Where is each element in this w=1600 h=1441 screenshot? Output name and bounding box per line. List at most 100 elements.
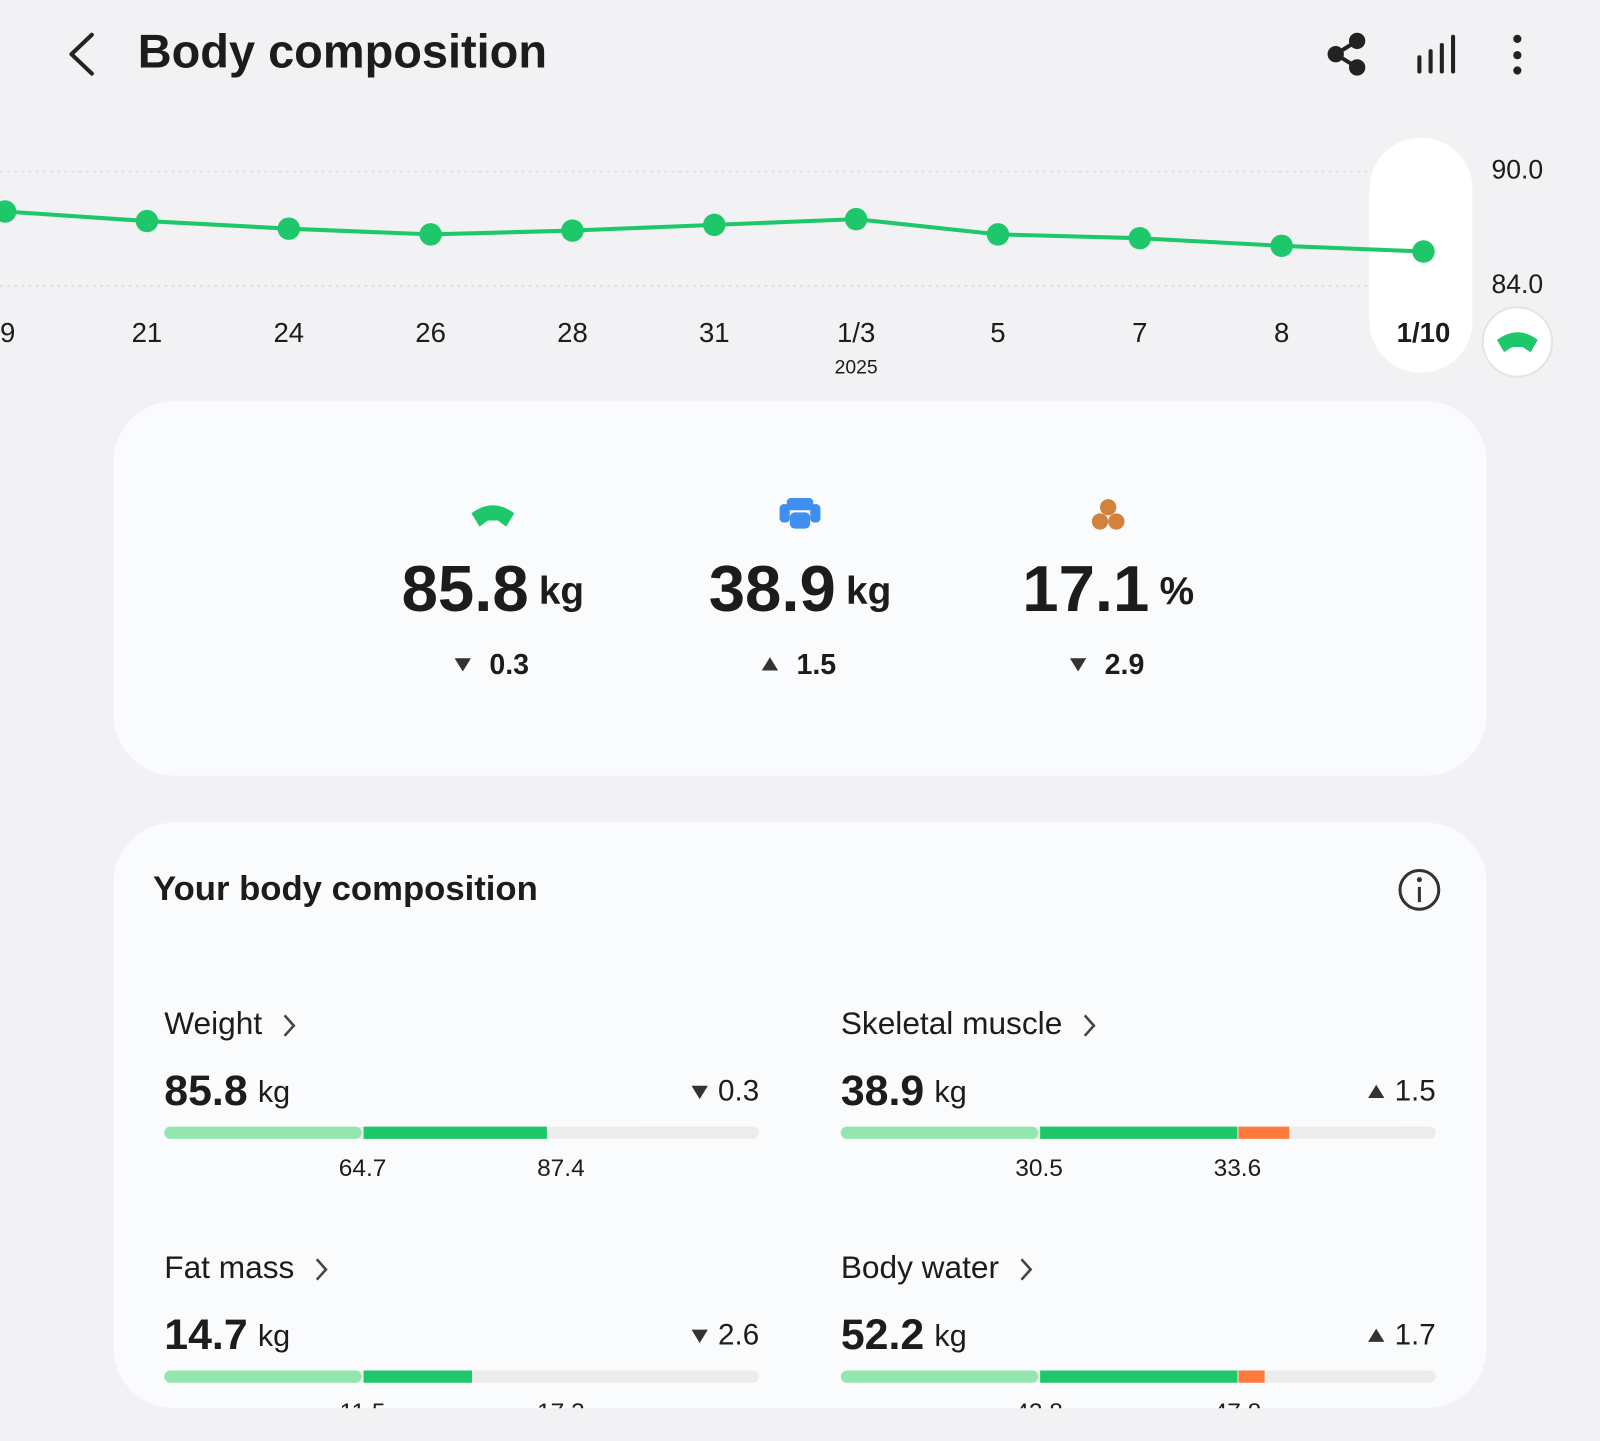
trend-arrow (761, 657, 779, 671)
metric-label: Fat mass (164, 1249, 294, 1285)
scale-icon (1496, 332, 1538, 353)
data-point (277, 217, 300, 240)
data-point (135, 209, 159, 233)
details-card (113, 822, 1487, 1409)
metric-value: 52.2 kg (841, 1311, 967, 1359)
range-threshold: 47.8 (1214, 1399, 1262, 1426)
trend-arrow (1368, 1328, 1385, 1342)
x-tick-label: 5 (990, 317, 1005, 348)
summary-value: 38.9 kg (709, 552, 892, 625)
muscle-icon (779, 498, 821, 529)
range-threshold: 64.7 (339, 1155, 387, 1182)
data-point (561, 219, 584, 242)
range-fill (1040, 1370, 1238, 1383)
x-tick-label: 26 (415, 317, 446, 348)
range-low (840, 1370, 1039, 1383)
chart-type-button[interactable] (1417, 34, 1456, 74)
metric-value: 14.7 kg (164, 1311, 290, 1359)
range-over (1238, 1126, 1290, 1139)
metric-label: Weight (164, 1005, 262, 1041)
summary-number: 17.1 (1022, 552, 1149, 625)
metric-change: 1.5 (1395, 1075, 1436, 1108)
range-low (164, 1126, 362, 1139)
data-point (844, 207, 868, 231)
trend-arrow (691, 1085, 708, 1100)
summary-unit: kg (539, 570, 584, 613)
summary-value: 85.8 kg (402, 552, 585, 625)
summary-value: 17.1% (1022, 552, 1194, 625)
y-tick-label: 90.0 (1492, 155, 1544, 185)
metric-chevron[interactable] (1020, 1258, 1033, 1281)
summary-unit: % (1160, 570, 1194, 613)
x-tick-label: 9 (0, 317, 15, 348)
summary-number: 85.8 (402, 552, 529, 625)
x-tick-sublabel: 2025 (835, 357, 878, 379)
more-button[interactable] (1513, 34, 1522, 75)
data-point (986, 223, 1010, 246)
x-tick-label: 24 (273, 317, 304, 348)
details-title: Your body composition (153, 870, 538, 908)
metric-chevron[interactable] (1083, 1014, 1096, 1037)
data-point (419, 223, 442, 246)
trend-arrow (454, 658, 471, 672)
metric-unit: kg (258, 1075, 290, 1109)
x-tick-label: 1/10 (1397, 317, 1451, 348)
trend-arrow (1368, 1084, 1385, 1099)
page-title: Body composition (138, 26, 547, 78)
range-over (1238, 1370, 1265, 1383)
range-low (840, 1126, 1039, 1139)
x-tick-label: 1/3 (837, 317, 875, 348)
x-tick-label: 21 (132, 317, 163, 348)
metric-label: Body water (841, 1249, 999, 1285)
metric-value: 85.8 kg (164, 1067, 290, 1115)
trend-arrow (691, 1329, 708, 1343)
share-button[interactable] (1327, 32, 1366, 76)
summary-number: 38.9 (709, 552, 836, 625)
summary-change: 0.3 (489, 649, 529, 681)
x-tick-label: 7 (1132, 317, 1147, 348)
metric-change: 1.7 (1395, 1319, 1436, 1352)
range-low (164, 1370, 362, 1383)
metric-value: 38.9 kg (841, 1067, 967, 1115)
summary-unit: kg (846, 570, 891, 613)
x-tick-label: 8 (1274, 317, 1289, 348)
metric-unit: kg (934, 1319, 966, 1353)
metric-chevron[interactable] (283, 1014, 296, 1037)
metric-number: 85.8 (164, 1067, 247, 1115)
range-threshold: 17.3 (537, 1399, 585, 1426)
metric-label: Skeletal muscle (841, 1005, 1062, 1041)
data-point (1270, 234, 1293, 258)
data-point (1128, 226, 1152, 250)
range-threshold: 30.5 (1015, 1155, 1063, 1182)
x-tick-label: 28 (557, 317, 588, 348)
range-threshold: 33.6 (1214, 1155, 1262, 1182)
details-content: Weight 85.8 kg 0.3 64.7 87.4 Skeletal muscle 38… (164, 1005, 1436, 1426)
range-threshold: 87.4 (537, 1155, 585, 1182)
data-point (0, 200, 17, 223)
data-point (1412, 240, 1435, 263)
weight-icon (471, 505, 515, 527)
range-threshold: 11.5 (340, 1399, 386, 1426)
metric-chevron[interactable] (315, 1258, 328, 1281)
info-button[interactable] (1398, 868, 1441, 911)
trend-arrow (1069, 658, 1087, 672)
metric-change: 0.3 (718, 1075, 759, 1108)
summary-card (113, 401, 1487, 776)
metric-change: 2.6 (718, 1319, 759, 1352)
x-tick-label: 31 (699, 317, 730, 348)
fat-icon (1091, 499, 1125, 530)
y-tick-label: 84.0 (1492, 269, 1544, 299)
range-fill (363, 1370, 472, 1383)
metric-unit: kg (258, 1319, 290, 1353)
range-fill (1040, 1126, 1238, 1139)
back-button[interactable] (69, 32, 94, 76)
metric-unit: kg (934, 1075, 966, 1109)
range-threshold: 42.8 (1015, 1399, 1063, 1426)
range-fill (363, 1126, 547, 1139)
summary-change: 1.5 (796, 649, 836, 681)
data-point (703, 213, 726, 237)
metric-number: 38.9 (841, 1067, 924, 1115)
metric-number: 14.7 (164, 1311, 247, 1359)
